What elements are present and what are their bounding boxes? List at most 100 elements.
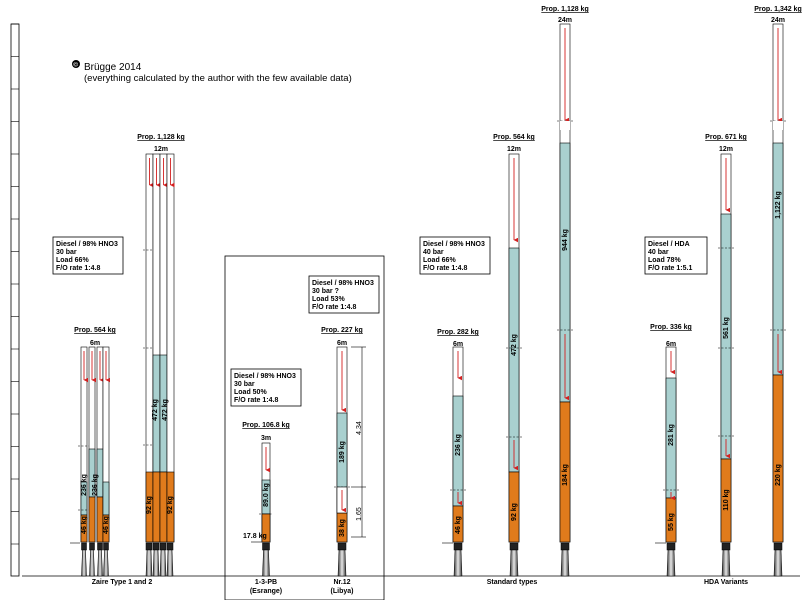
engine-head [81,542,87,551]
spec-line: Load 53% [312,296,345,303]
spec-line: Diesel / 98% HNO3 [56,241,118,248]
spec-box-hda: Diesel / HDA 40 bar Load 78% F/O rate 1:… [644,236,708,275]
engine-nozzle [159,542,167,577]
prop-label: Prop. 564 kg [74,327,116,334]
spec-box-zaire: Diesel / 98% HNO3 30 bar Load 66% F/O ra… [52,236,124,275]
tank-columns [70,23,786,577]
nozzle-bell [721,549,731,577]
spec-line: 30 bar [56,249,77,256]
nozzle-bell [81,549,87,577]
spec-line: F/O rate 1:4.8 [56,265,100,272]
spec-box-nr12: Diesel / 98% HNO3 30 bar ? Load 53% F/O … [308,275,380,314]
spec-box-standard: Diesel / 98% HNO3 40 bar Load 66% F/O ra… [419,236,491,275]
fuel-fill [559,401,571,543]
engine-head [152,542,160,551]
length-label: 6m [453,341,463,348]
copyright-icon [72,60,80,68]
group-label: HDA Variants [704,579,748,586]
nozzle-bell [152,549,160,577]
fuel-fill [159,471,168,543]
oxidizer-mass: 944 kg [562,229,569,251]
engine-nozzle [89,542,95,577]
propellant-tank [506,153,522,543]
spec-line: 30 bar [234,381,255,388]
fuel-mass: 220 kg [775,464,782,486]
engine-nozzle [721,542,731,577]
oxidizer-fill [508,247,520,473]
oxidizer-mass: 1,122 kg [775,191,782,219]
length-label: 3m [261,435,271,442]
fuel-fill [720,458,732,543]
oxidizer-fill [102,481,110,516]
length-label: 12m [507,146,521,153]
spec-line: Load 78% [648,257,681,264]
spec-box-1-3-pb: Diesel / 98% HNO3 30 bar Load 50% F/O ra… [230,368,302,407]
engine-nozzle [453,542,463,577]
engine-nozzle [81,542,87,577]
fuel-fill [261,513,271,543]
spec-line: Load 50% [234,389,267,396]
engine-nozzle [337,542,347,577]
fuel-mass: 17.8 kg [243,533,267,540]
nozzle-bell [560,549,570,577]
spec-line: F/O rate 1:4.8 [423,265,467,272]
fuel-mass: 92 kg [167,496,174,514]
oxidizer-mass: 561 kg [723,317,730,339]
nozzle-bell [666,549,676,577]
dimension-label: 4.34 [356,421,363,435]
engine-head [159,542,167,551]
fuel-fill [166,471,175,543]
group-label: Zaire Type 1 and 2 [92,579,153,586]
fuel-fill [80,514,88,543]
nozzle-bell [103,549,109,577]
engine-nozzle [560,542,570,577]
dimension-label: 1.65 [356,507,363,521]
spec-line: Diesel / 98% HNO3 [312,280,374,287]
engine-head [145,542,153,551]
engine-head [103,542,109,551]
fuel-mass: 38 kg [339,519,346,537]
propellant-tank [88,346,97,543]
nozzle-bell [145,549,153,577]
oxidizer-mass: 472 kg [152,399,159,421]
oxidizer-mass: 236 kg [81,474,88,496]
engine-head [666,542,676,551]
prop-label: Prop. 671 kg [705,134,747,141]
length-label: 12m [719,146,733,153]
spec-line: Load 66% [56,257,89,264]
prop-label: Prop. 106.8 kg [242,422,289,429]
nozzle-bell [89,549,95,577]
engine-head [773,542,783,551]
nozzle-bell [262,549,270,577]
spec-line: Diesel / 98% HNO3 [234,373,296,380]
engine-nozzle [97,542,103,577]
length-label: 24m [771,17,785,24]
length-label: 6m [337,340,347,347]
nr12-dimensions: 4.34 1.65 [351,346,366,538]
fuel-fill [88,496,96,543]
propellant-tank [159,153,168,543]
spec-line: Diesel / 98% HNO3 [423,241,485,248]
engine-head [453,542,463,551]
engine-nozzle [152,542,160,577]
propellant-tank [96,346,105,543]
group-label: Standard types [487,579,538,586]
fuel-mass: 46 kg [103,516,110,534]
engine-head [509,542,519,551]
copyright-symbol: © [73,61,78,69]
spec-line: Load 66% [423,257,456,264]
fuel-mass: 110 kg [723,489,730,510]
tank-break [560,121,570,130]
prop-label: Prop. 336 kg [650,324,692,331]
engine-nozzle [773,542,783,577]
nozzle-bell [509,549,519,577]
credit-author: Brügge 2014 [84,62,142,73]
mass-labels: 236 kg 236 kg 46 kg 46 kg 472 kg 472 kg … [81,191,782,540]
spec-line: 40 bar [423,249,444,256]
nozzle-bell [159,549,167,577]
comparison-panel [224,255,385,600]
fuel-fill [452,505,464,543]
oxidizer-mass: 472 kg [162,399,169,421]
engine-head [337,542,347,551]
